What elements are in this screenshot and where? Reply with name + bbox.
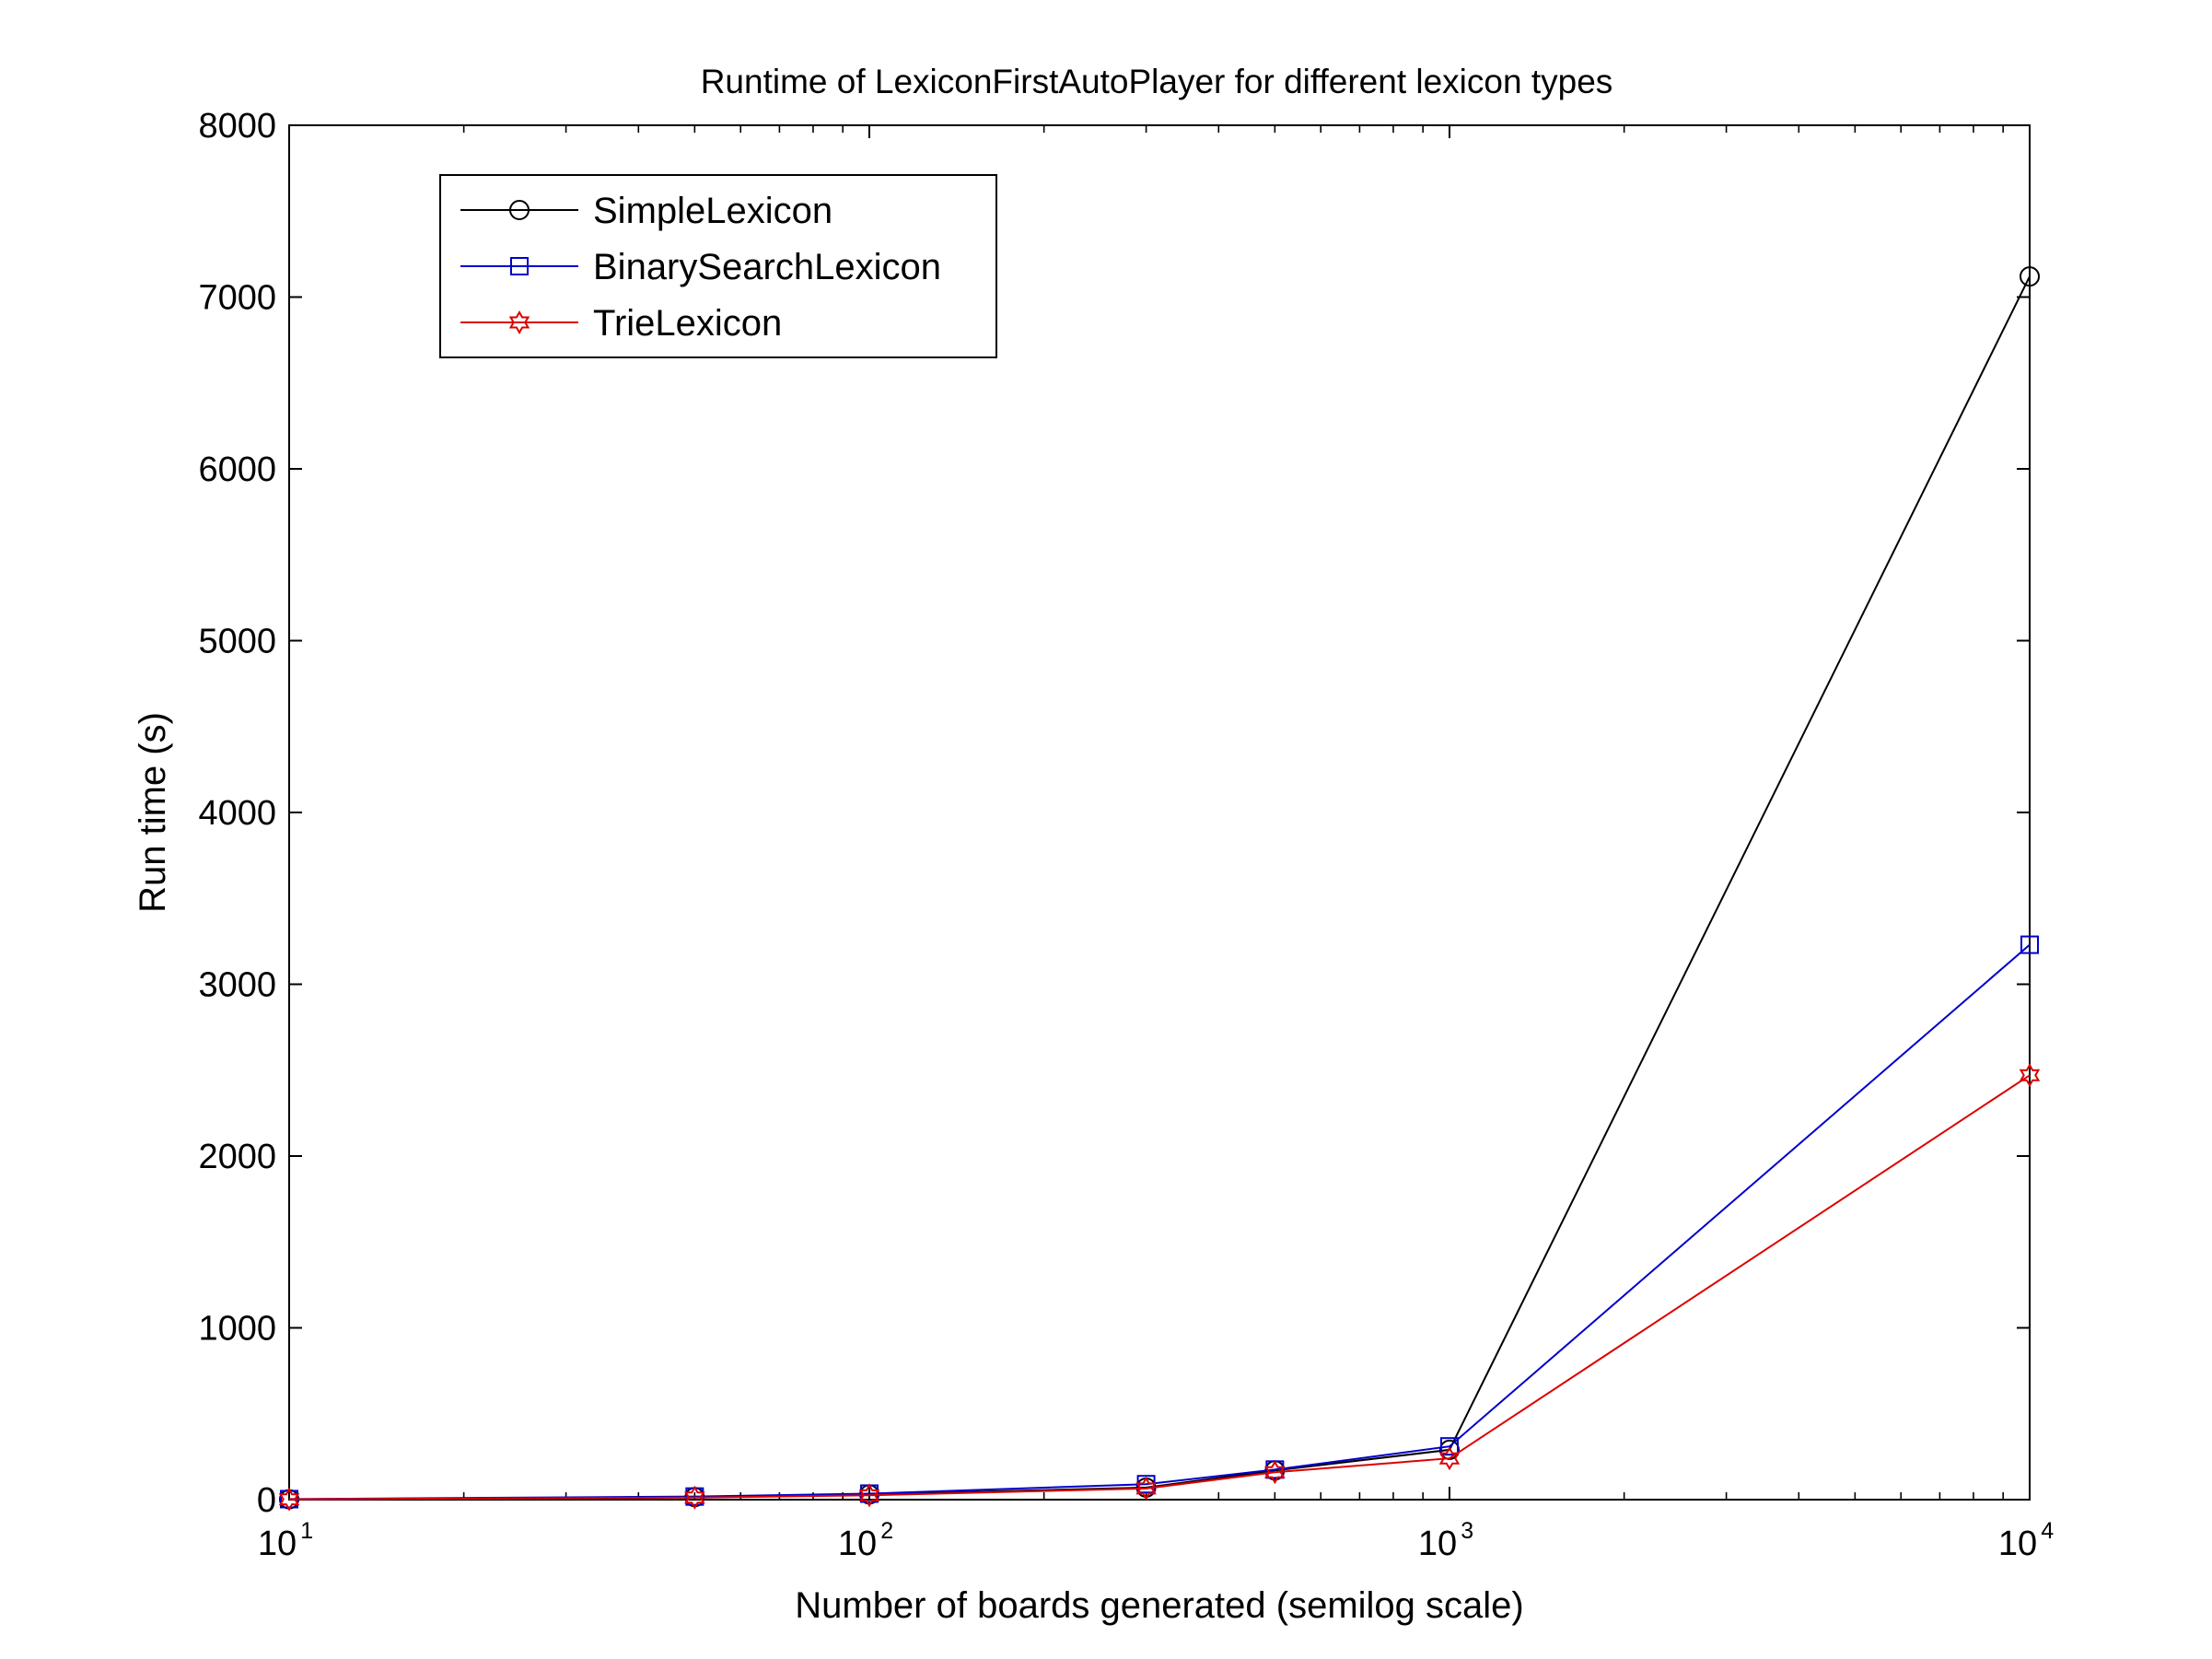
x-tick-label: 10 2 [838, 1518, 893, 1563]
x-tick-label: 10 4 [1998, 1518, 2054, 1563]
data-point-trielexicon [1135, 1476, 1157, 1501]
y-tick-label: 8000 [198, 107, 276, 146]
y-tick-label: 2000 [198, 1138, 276, 1176]
series-layer [278, 266, 2041, 1512]
y-axis-label: Run time (s) [133, 712, 173, 913]
data-point-trielexicon [2019, 1063, 2041, 1088]
x-axis: 10 1 10 2 10 3 10 4 [258, 125, 2054, 1563]
data-point-trielexicon [278, 1487, 300, 1512]
data-point-binarysearchlexicon [1440, 1437, 1459, 1456]
y-axis: 0 1000 2000 3000 4000 5000 6000 7000 8000 [198, 107, 2030, 1520]
legend-marker-trielexicon [508, 310, 530, 335]
data-point-binarysearchlexicon [2020, 935, 2039, 954]
series-line-trielexicon [288, 1074, 2031, 1501]
data-point-trielexicon [858, 1483, 880, 1508]
legend-marker-binarysearchlexicon [510, 257, 529, 275]
series-trielexicon [278, 1063, 2041, 1512]
data-point-simplelexicon [2020, 266, 2040, 287]
legend-label-simplelexicon: SimpleLexicon [593, 191, 832, 231]
data-point-trielexicon [1264, 1460, 1286, 1485]
legend-marker-simplelexicon [509, 200, 530, 220]
legend-label-binarysearchlexicon: BinarySearchLexicon [593, 247, 941, 287]
y-tick-label: 3000 [198, 966, 276, 1005]
data-point-trielexicon [1438, 1446, 1461, 1471]
y-tick-label: 5000 [198, 623, 276, 661]
y-tick-label: 7000 [198, 279, 276, 318]
chart-title: Runtime of LexiconFirstAutoPlayer for di… [701, 63, 1613, 100]
data-point-trielexicon [684, 1485, 705, 1510]
x-tick-label: 10 1 [258, 1518, 313, 1563]
y-tick-label: 4000 [198, 794, 276, 833]
legend-label-trielexicon: TrieLexicon [593, 303, 782, 344]
y-tick-label: 0 [257, 1481, 276, 1520]
x-axis-label: Number of boards generated (semilog scal… [795, 1585, 1524, 1626]
legend: SimpleLexicon BinarySearchLexicon TrieLexi… [439, 174, 997, 358]
y-tick-label: 6000 [198, 450, 276, 489]
y-tick-label: 1000 [198, 1310, 276, 1349]
x-tick-label: 10 3 [1418, 1518, 1473, 1563]
